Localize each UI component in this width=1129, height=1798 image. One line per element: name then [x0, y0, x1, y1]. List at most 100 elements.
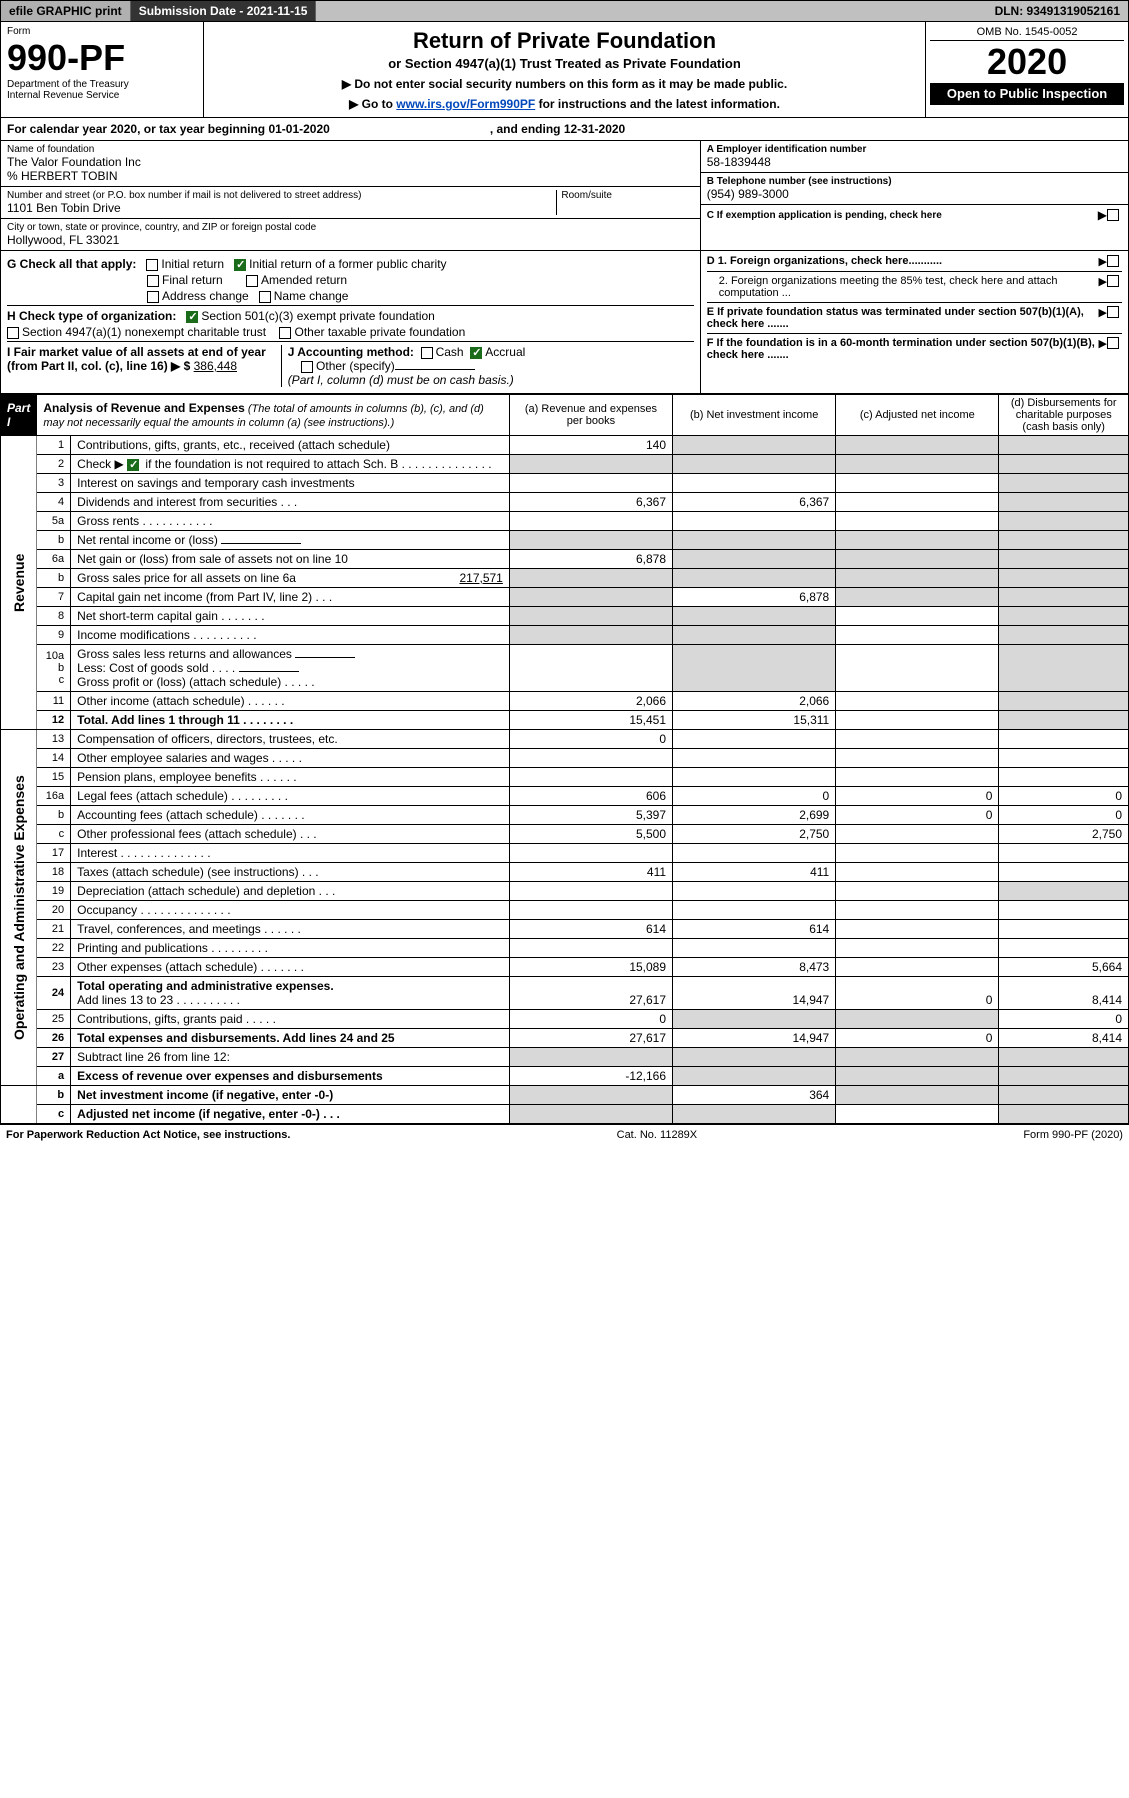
- row-10abc: 10abc Gross sales less returns and allow…: [1, 645, 1129, 692]
- phone-value: (954) 989-3000: [707, 187, 1122, 201]
- row-5b: b Net rental income or (loss): [1, 531, 1129, 550]
- j-accrual-chk[interactable]: [470, 347, 482, 359]
- foundation-name: The Valor Foundation Inc: [7, 155, 694, 169]
- part1-title-cell: Analysis of Revenue and Expenses (The to…: [37, 395, 510, 436]
- foundation-name-cell: Name of foundation The Valor Foundation …: [1, 141, 700, 187]
- amended-chk[interactable]: [246, 275, 258, 287]
- tax-year: 2020: [930, 41, 1124, 83]
- form-header: Form 990-PF Department of the Treasury I…: [0, 22, 1129, 118]
- c-cell: C If exemption application is pending, c…: [701, 205, 1128, 225]
- row-24: 24 Total operating and administrative ex…: [1, 977, 1129, 1010]
- check-section: G Check all that apply: Initial return I…: [0, 251, 1129, 394]
- h-other-chk[interactable]: [279, 327, 291, 339]
- row-1: Revenue 1 Contributions, gifts, grants, …: [1, 436, 1129, 455]
- row-3: 3 Interest on savings and temporary cash…: [1, 474, 1129, 493]
- irs-link[interactable]: www.irs.gov/Form990PF: [396, 97, 535, 111]
- fmv-value: 386,448: [194, 359, 237, 373]
- addr-change-chk[interactable]: [147, 291, 159, 303]
- g-row: G Check all that apply: Initial return I…: [7, 257, 694, 271]
- row-9: 9Income modifications . . . . . . . . . …: [1, 626, 1129, 645]
- year-box: OMB No. 1545-0052 2020 Open to Public In…: [925, 22, 1128, 117]
- care-of: % HERBERT TOBIN: [7, 169, 694, 183]
- ein-value: 58-1839448: [707, 155, 1122, 169]
- j-other-chk[interactable]: [301, 361, 313, 373]
- calendar-year-row: For calendar year 2020, or tax year begi…: [0, 118, 1129, 141]
- row-23: 23Other expenses (attach schedule) . . .…: [1, 958, 1129, 977]
- efile-label: efile GRAPHIC print: [1, 1, 131, 21]
- f-chk[interactable]: [1107, 337, 1119, 349]
- part1-table: Part I Analysis of Revenue and Expenses …: [0, 394, 1129, 1124]
- row-12: 12 Total. Add lines 1 through 11 . . . .…: [1, 711, 1129, 730]
- row-16a: 16aLegal fees (attach schedule) . . . . …: [1, 787, 1129, 806]
- row-4: 4 Dividends and interest from securities…: [1, 493, 1129, 512]
- final-return-chk[interactable]: [147, 275, 159, 287]
- address-cell: Number and street (or P.O. box number if…: [1, 187, 700, 219]
- street-address: 1101 Ben Tobin Drive: [7, 201, 556, 215]
- page-footer: For Paperwork Reduction Act Notice, see …: [0, 1124, 1129, 1145]
- col-a-head: (a) Revenue and expenses per books: [509, 395, 672, 436]
- row-27: 27Subtract line 26 from line 12:: [1, 1048, 1129, 1067]
- initial-return-chk[interactable]: [146, 259, 158, 271]
- form-number: 990-PF: [7, 37, 197, 79]
- j-cash-chk[interactable]: [421, 347, 433, 359]
- ein-cell: A Employer identification number 58-1839…: [701, 141, 1128, 173]
- row-26: 26Total expenses and disbursements. Add …: [1, 1029, 1129, 1048]
- h-4947-chk[interactable]: [7, 327, 19, 339]
- row-27a: aExcess of revenue over expenses and dis…: [1, 1067, 1129, 1086]
- revenue-sidelabel: Revenue: [1, 436, 37, 730]
- id-right: A Employer identification number 58-1839…: [700, 141, 1128, 250]
- c-checkbox[interactable]: [1107, 209, 1119, 221]
- cal-year-mid: , and ending 12-31-2020: [490, 122, 625, 136]
- dept-line1: Department of the Treasury: [7, 79, 197, 90]
- row-7: 7 Capital gain net income (from Part IV,…: [1, 588, 1129, 607]
- row-14: 14Other employee salaries and wages . . …: [1, 749, 1129, 768]
- name-change-chk[interactable]: [259, 291, 271, 303]
- row-20: 20Occupancy . . . . . . . . . . . . . .: [1, 901, 1129, 920]
- row-11: 11Other income (attach schedule) . . . .…: [1, 692, 1129, 711]
- room-lbl: Room/suite: [561, 190, 693, 201]
- h-501c3-chk[interactable]: [186, 311, 198, 323]
- submission-date: Submission Date - 2021-11-15: [131, 1, 317, 21]
- form-title-box: Return of Private Foundation or Section …: [204, 22, 925, 117]
- row-2: 2 Check ▶ if the foundation is not requi…: [1, 455, 1129, 474]
- form-word: Form: [7, 26, 197, 37]
- row-27bc: bNet investment income (if negative, ent…: [1, 1086, 1129, 1105]
- row-22: 22Printing and publications . . . . . . …: [1, 939, 1129, 958]
- col-b-head: (b) Net investment income: [673, 395, 836, 436]
- note-ssn: ▶ Do not enter social security numbers o…: [210, 77, 919, 91]
- form-ref: Form 990-PF (2020): [1023, 1129, 1123, 1141]
- e-chk[interactable]: [1107, 306, 1119, 318]
- identity-block: Name of foundation The Valor Foundation …: [0, 141, 1129, 251]
- row-16b: bAccounting fees (attach schedule) . . .…: [1, 806, 1129, 825]
- row-8: 8Net short-term capital gain . . . . . .…: [1, 607, 1129, 626]
- schb-chk[interactable]: [127, 459, 139, 471]
- row-17: 17Interest . . . . . . . . . . . . . .: [1, 844, 1129, 863]
- col-d-head: (d) Disbursements for charitable purpose…: [999, 395, 1129, 436]
- form-id-box: Form 990-PF Department of the Treasury I…: [1, 22, 204, 117]
- expenses-sidelabel: Operating and Administrative Expenses: [1, 730, 37, 1086]
- cat-no: Cat. No. 11289X: [617, 1129, 698, 1141]
- row-21: 21Travel, conferences, and meetings . . …: [1, 920, 1129, 939]
- row-19: 19Depreciation (attach schedule) and dep…: [1, 882, 1129, 901]
- initial-former-chk[interactable]: [234, 259, 246, 271]
- city-cell: City or town, state or province, country…: [1, 219, 700, 250]
- row-16c: cOther professional fees (attach schedul…: [1, 825, 1129, 844]
- form-subtitle: or Section 4947(a)(1) Trust Treated as P…: [210, 56, 919, 71]
- form-title: Return of Private Foundation: [210, 28, 919, 54]
- row-13: Operating and Administrative Expenses 13…: [1, 730, 1129, 749]
- row-6a: 6a Net gain or (loss) from sale of asset…: [1, 550, 1129, 569]
- phone-cell: B Telephone number (see instructions) (9…: [701, 173, 1128, 205]
- row-18: 18Taxes (attach schedule) (see instructi…: [1, 863, 1129, 882]
- row-25: 25Contributions, gifts, grants paid . . …: [1, 1010, 1129, 1029]
- row-27c: cAdjusted net income (if negative, enter…: [1, 1105, 1129, 1124]
- dln-label: DLN: 93491319052161: [987, 1, 1128, 21]
- omb-number: OMB No. 1545-0052: [930, 26, 1124, 41]
- id-left: Name of foundation The Valor Foundation …: [1, 141, 700, 250]
- city-state-zip: Hollywood, FL 33021: [7, 233, 694, 247]
- cal-year-pre: For calendar year 2020, or tax year begi…: [7, 122, 330, 136]
- paperwork-notice: For Paperwork Reduction Act Notice, see …: [6, 1129, 290, 1141]
- check-right: D 1. Foreign organizations, check here..…: [700, 251, 1128, 393]
- d1-chk[interactable]: [1107, 255, 1119, 267]
- row-15: 15Pension plans, employee benefits . . .…: [1, 768, 1129, 787]
- d2-chk[interactable]: [1107, 275, 1119, 287]
